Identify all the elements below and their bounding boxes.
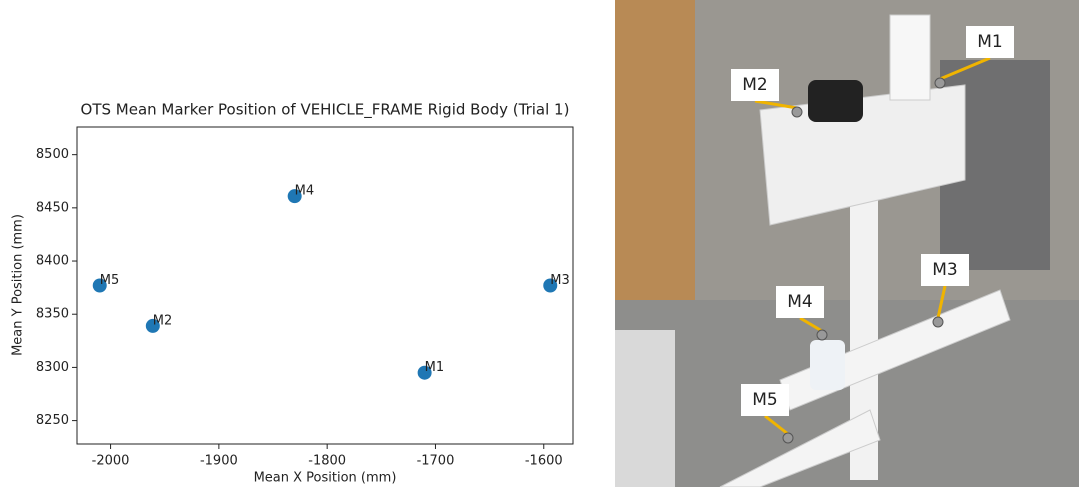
photo: M1 M2 M3 M4 M5 bbox=[615, 0, 1079, 488]
y-tick-label: 8450 bbox=[36, 200, 69, 215]
callout-box bbox=[731, 69, 779, 101]
marker-ball bbox=[782, 432, 794, 444]
y-axis-label: Mean Y Position (mm) bbox=[11, 214, 26, 356]
callout-label: M3 bbox=[932, 260, 957, 280]
callout-box bbox=[921, 254, 969, 286]
y-tick-label: 8400 bbox=[36, 254, 69, 269]
callout-label: M4 bbox=[787, 292, 812, 312]
y-tick-label: 8500 bbox=[36, 147, 69, 162]
point-label: M2 bbox=[153, 313, 173, 328]
x-tick-label: -1700 bbox=[417, 454, 455, 469]
point bbox=[287, 189, 302, 204]
callout-arrow bbox=[939, 56, 991, 81]
chart-title: OTS Mean Marker Position of VEHICLE_FRAM… bbox=[81, 101, 570, 120]
point-label: M4 bbox=[295, 184, 315, 199]
callout-arrow bbox=[754, 99, 798, 110]
callout-box bbox=[776, 286, 824, 318]
point-label: M5 bbox=[100, 273, 120, 288]
y-tick-label: 8350 bbox=[36, 307, 69, 322]
marker-ball bbox=[816, 329, 828, 341]
callout-arrow bbox=[799, 316, 823, 333]
point-label: M1 bbox=[425, 360, 445, 375]
plot-frame bbox=[76, 126, 574, 445]
marker-ball bbox=[934, 77, 946, 89]
point bbox=[417, 365, 432, 380]
y-tick-label: 8250 bbox=[36, 413, 69, 428]
marker-ball bbox=[932, 316, 944, 328]
point bbox=[145, 318, 160, 333]
point bbox=[92, 278, 107, 293]
callout-arrow bbox=[764, 414, 789, 436]
x-tick-label: -1900 bbox=[200, 454, 238, 469]
y-tick-label: 8300 bbox=[36, 360, 69, 375]
x-tick-label: -2000 bbox=[92, 454, 130, 469]
x-axis-label: Mean X Position (mm) bbox=[254, 471, 397, 486]
callout-box bbox=[741, 384, 789, 416]
point-label: M3 bbox=[550, 273, 570, 288]
marker-ball bbox=[791, 106, 803, 118]
callout-arrow bbox=[936, 285, 947, 319]
x-tick-label: -1600 bbox=[525, 454, 563, 469]
callout-label: M2 bbox=[742, 75, 767, 95]
callout-label: M5 bbox=[752, 390, 777, 410]
callout-box bbox=[966, 26, 1014, 58]
point bbox=[543, 278, 558, 293]
callout-label: M1 bbox=[977, 32, 1002, 52]
x-tick-label: -1800 bbox=[308, 454, 346, 469]
